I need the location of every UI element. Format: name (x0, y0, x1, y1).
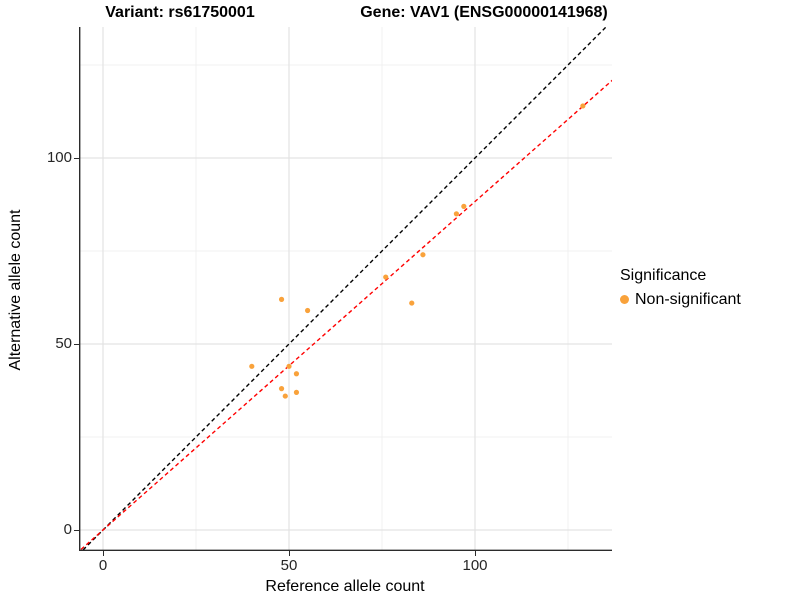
data-point (293, 389, 300, 395)
x-tick-label: 50 (280, 557, 298, 574)
data-point (580, 103, 586, 109)
legend-title: Significance (620, 267, 707, 284)
identity-line (81, 27, 607, 551)
data-point (453, 211, 459, 217)
data-point (305, 307, 311, 314)
x-axis-title: Reference allele count (265, 578, 425, 595)
x-tick-label: 0 (98, 557, 108, 574)
x-tick (474, 551, 476, 556)
legend: Significance Non-significant (620, 266, 741, 309)
data-point (278, 386, 285, 392)
plot-title-gene: Gene: VAV1 (ENSG00000141968) (360, 4, 608, 21)
legend-point-icon (620, 295, 629, 304)
legend-items: Non-significant (620, 290, 741, 309)
plot-panel (79, 27, 612, 551)
y-tick-label: 50 (55, 335, 72, 352)
plot-area (79, 27, 612, 551)
y-tick (74, 343, 79, 345)
legend-item: Non-significant (620, 290, 741, 309)
y-tick (74, 157, 79, 159)
data-point (282, 393, 288, 399)
plot-title-variant: Variant: rs61750001 (105, 4, 255, 21)
x-tick-label: 100 (462, 557, 488, 574)
data-point (293, 371, 300, 377)
data-point (461, 203, 467, 209)
x-tick (102, 551, 104, 556)
data-point (420, 252, 426, 258)
x-tick (288, 551, 290, 556)
y-tick-label: 0 (63, 521, 72, 538)
data-point (278, 296, 285, 302)
y-tick (74, 529, 79, 531)
y-axis-title: Alternative allele count (7, 209, 24, 371)
data-point (383, 274, 389, 280)
data-point (249, 363, 255, 369)
fit-line (79, 79, 612, 551)
data-point (286, 363, 292, 369)
legend-item-label: Non-significant (635, 291, 741, 308)
data-point (409, 300, 415, 306)
y-tick-label: 100 (46, 149, 72, 166)
